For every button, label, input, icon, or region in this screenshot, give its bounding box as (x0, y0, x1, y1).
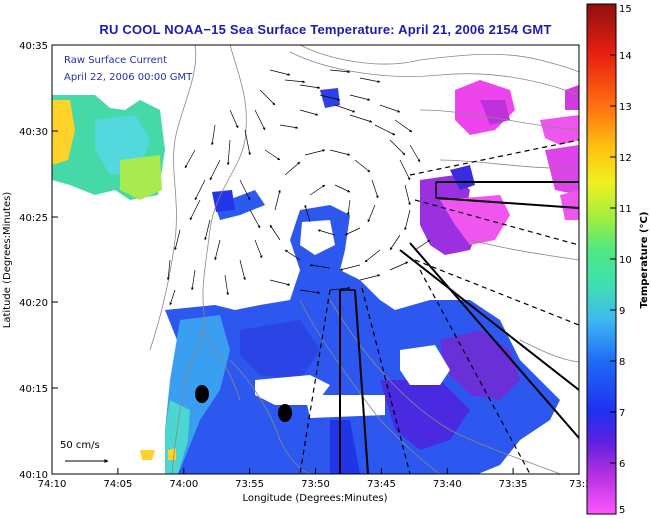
surface-current-vectors (166, 69, 431, 306)
current-label: Raw Surface Current (64, 55, 167, 66)
y-tick-label: 40:30 (19, 127, 48, 138)
colorbar-tick-label: 15 (619, 4, 632, 15)
colorbar: 15 14 13 12 11 10 9 8 7 6 5 Temperature (°C) (586, 3, 650, 516)
current-time: April 22, 2006 00:00 GMT (64, 72, 193, 83)
colorbar-tick-label: 9 (619, 306, 625, 317)
y-tick-label: 40:15 (19, 384, 48, 395)
sst-field (52, 45, 579, 474)
colorbar-tick-label: 8 (619, 357, 625, 368)
marker-dot (278, 404, 292, 422)
x-tick-label: 73:50 (301, 479, 330, 490)
x-tick-label: 73:40 (433, 479, 462, 490)
marker-dot (195, 385, 209, 403)
x-tick-label: 73:55 (235, 479, 264, 490)
map-title: RU COOL NOAA−15 Sea Surface Temperature:… (99, 22, 552, 37)
x-tick-label: 74:05 (103, 479, 132, 490)
y-axis-label: Latitude (Degrees:Minutes) (2, 192, 13, 329)
colorbar-tick-label: 11 (619, 204, 632, 215)
y-tick-label: 40:35 (19, 41, 48, 52)
y-tick-label: 40:20 (19, 298, 48, 309)
x-axis-label: Longitude (Degrees:Minutes) (242, 493, 387, 504)
colorbar-tick-label: 7 (619, 408, 625, 419)
colorbar-tick-label: 12 (619, 153, 632, 164)
x-tick-label: 73:45 (367, 479, 396, 490)
x-axis: 74:10 74:05 74:00 73:55 73:50 73:45 73:4… (38, 468, 591, 504)
colorbar-tick-label: 5 (619, 505, 625, 516)
x-tick-label: 74:00 (169, 479, 198, 490)
y-tick-label: 40:25 (19, 213, 48, 224)
colorbar-tick-label: 6 (619, 459, 625, 470)
colorbar-label: Temperature (°C) (639, 212, 650, 309)
colorbar-tick-label: 14 (619, 51, 632, 62)
colorbar-tick-label: 10 (619, 255, 632, 266)
scale-label: 50 cm/s (60, 440, 100, 451)
x-tick-label: 74:10 (38, 479, 67, 490)
x-tick-label: 73:3 (569, 479, 591, 490)
y-axis: 40:35 40:30 40:25 40:20 40:15 40:10 Lati… (2, 41, 58, 481)
colorbar-tick-label: 13 (619, 102, 632, 113)
x-tick-label: 73:35 (499, 479, 528, 490)
y-tick-label: 40:10 (19, 470, 48, 481)
